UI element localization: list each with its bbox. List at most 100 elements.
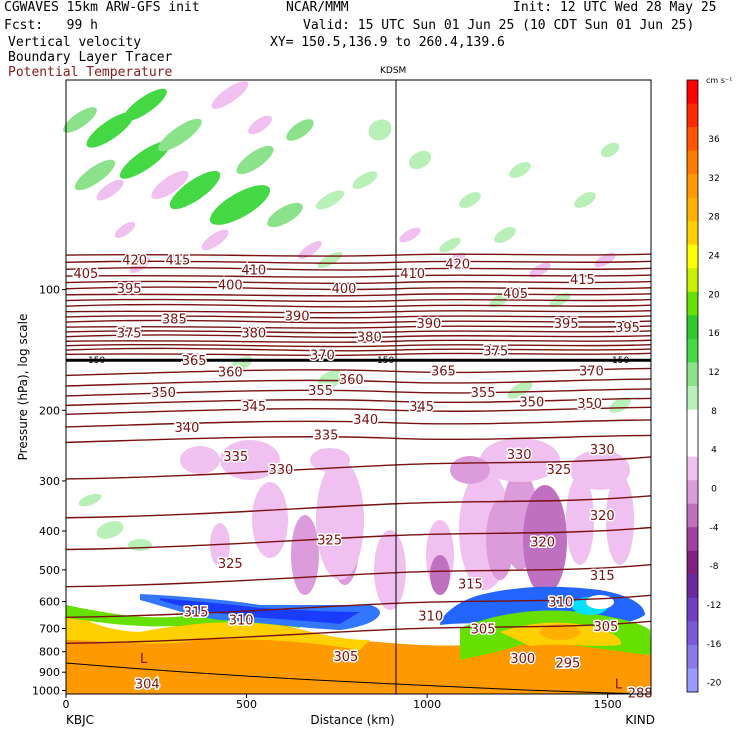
x-tick-label: 500: [236, 698, 257, 711]
colorbar-label: 0: [711, 485, 717, 495]
y-tick-label: 700: [39, 622, 60, 635]
theta-contour-label: 395: [554, 317, 579, 332]
theta-contour-label: 405: [503, 287, 528, 302]
theta-contour-label: 345: [241, 400, 266, 415]
colorbar-label: 24: [708, 252, 720, 262]
theta-contour-label: 420: [445, 257, 470, 272]
x-tick-label: 1000: [413, 698, 441, 711]
colorbar-swatch: [687, 433, 698, 458]
y-tick-label: 900: [39, 666, 60, 679]
colorbar-units: cm s⁻¹: [706, 76, 732, 85]
y-tick-label: 1000: [32, 685, 60, 698]
colorbar-label: -20: [707, 679, 722, 689]
xy-endpoints: XY= 150.5,136.9 to 260.4,139.6: [270, 35, 505, 50]
x-tick-label: 0: [63, 698, 70, 711]
colorbar-swatch: [687, 197, 698, 222]
colorbar-swatch: [687, 409, 698, 434]
y-tick-label: 500: [39, 564, 60, 577]
theta-contour-label: 330: [590, 443, 615, 458]
theta-contour-label: 360: [339, 373, 364, 388]
low-marker: L: [615, 677, 623, 692]
theta-contour-label: 375: [117, 327, 142, 342]
theta-contour-label: 375: [483, 345, 508, 360]
theta-contour-label: 325: [547, 463, 572, 478]
colorbar-swatch: [687, 527, 698, 552]
theta-contour-label: 400: [332, 282, 357, 297]
theta-contour-label: 335: [314, 429, 339, 444]
colorbar-swatch: [687, 80, 698, 105]
y-axis-label: Pressure (hPa), log scale: [16, 314, 30, 461]
y-tick-label: 300: [39, 475, 60, 488]
y-tick-label: 800: [39, 646, 60, 659]
theta-contour-label: 350: [151, 386, 176, 401]
producer-label: NCAR/MMM: [286, 0, 349, 15]
theta-contour-label: 365: [182, 354, 207, 369]
low-marker: L: [140, 652, 148, 667]
endpoint-left-label: KBJC: [66, 713, 94, 727]
x-axis-label: Distance (km): [310, 713, 394, 727]
theta-contour-label: 410: [400, 267, 425, 282]
colorbar-swatch: [687, 221, 698, 246]
y-tick-label: 600: [39, 596, 60, 609]
colorbar-swatch: [687, 456, 698, 481]
colorbar-label: 16: [708, 329, 720, 339]
theta-contour-label: 360: [218, 365, 243, 380]
theta-contour-label: 350: [519, 395, 544, 410]
colorbar: cm s⁻¹ 36 32 28 24 20 16 12 8 4 0 -4 -8 -12 -16 -20: [686, 76, 732, 693]
theta-contour-label: 400: [218, 278, 243, 293]
colorbar-swatch: [687, 244, 698, 269]
field-label-vertical-velocity: Vertical velocity: [8, 35, 142, 50]
colorbar-swatch: [687, 174, 698, 199]
theta-contour-label: 395: [117, 282, 142, 297]
x-tick-label: 1500: [594, 698, 622, 711]
theta-contour-label: 355: [471, 386, 496, 401]
theta-contour-label: 355: [308, 384, 333, 399]
colorbar-label: 4: [711, 446, 717, 456]
theta-contour-label: 310: [418, 610, 443, 625]
colorbar-label: -8: [710, 562, 719, 572]
theta-contour-label: 305: [471, 622, 496, 637]
colorbar-label: 32: [708, 174, 719, 184]
colorbar-swatch: [687, 338, 698, 363]
tropopause-label: 150: [377, 356, 394, 366]
theta-contour-label: 304: [135, 677, 160, 692]
colorbar-swatch: [687, 268, 698, 293]
theta-contour-label: 330: [268, 463, 293, 478]
colorbar-label: -4: [710, 523, 719, 533]
colorbar-swatch: [687, 315, 698, 340]
colorbar-swatch: [687, 103, 698, 128]
colorbar-swatch: [687, 621, 698, 646]
theta-contour-label: 305: [333, 650, 358, 665]
init-time: Init: 12 UTC Wed 28 May 25: [513, 0, 717, 15]
theta-contour-label: 315: [590, 569, 615, 584]
plot-frame: [65, 79, 652, 695]
theta-contour-label: 295: [556, 656, 581, 671]
forecast-hour: Fcst: 99 h: [4, 18, 98, 33]
tropopause-label: 150: [88, 356, 105, 366]
theta-contour-label: 335: [223, 450, 248, 465]
theta-contour-label: 390: [285, 309, 310, 324]
colorbar-swatch: [687, 127, 698, 152]
theta-contour-label: 300: [510, 652, 535, 667]
colorbar-label: 36: [708, 135, 720, 145]
theta-contour-label: 350: [577, 397, 602, 412]
colorbar-label: -12: [707, 601, 722, 611]
theta-contour-label: 370: [579, 364, 604, 379]
theta-contour-label: 325: [218, 557, 243, 572]
theta-contour-label: 365: [431, 364, 456, 379]
y-tick-label: 100: [39, 284, 60, 297]
theta-contour-label: 305: [593, 620, 618, 635]
theta-contour-label: 315: [458, 577, 483, 592]
colorbar-swatch: [687, 574, 698, 599]
colorbar-label: -16: [707, 640, 722, 650]
theta-contour-label: 345: [409, 400, 434, 415]
field-label-theta: Potential Temperature: [8, 65, 173, 80]
theta-contour-label: 325: [317, 534, 342, 549]
theta-contour-label: 395: [615, 321, 640, 336]
endpoint-right-label: KIND: [625, 713, 655, 727]
colorbar-swatch: [687, 668, 698, 693]
theta-contour-label: 370: [310, 348, 335, 363]
